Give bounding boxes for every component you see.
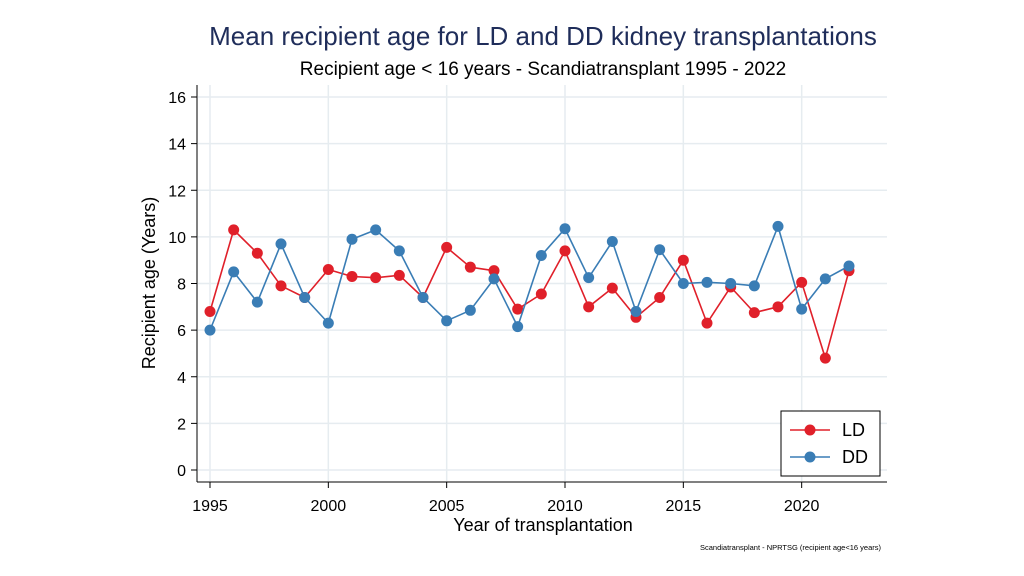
point-dd-2005 (441, 315, 453, 327)
point-dd-2002 (370, 224, 382, 236)
point-dd-2007 (488, 273, 500, 285)
y-tick-label: 0 (177, 463, 186, 480)
point-ld-1997 (251, 247, 263, 259)
point-dd-2014 (654, 244, 666, 256)
point-dd-2001 (346, 233, 358, 245)
point-ld-2010 (559, 245, 571, 257)
point-dd-1997 (251, 296, 263, 308)
point-dd-2008 (512, 321, 524, 333)
point-ld-2002 (370, 272, 382, 284)
chart-title: Mean recipient age for LD and DD kidney … (209, 21, 877, 51)
point-dd-1999 (299, 291, 311, 303)
point-ld-2001 (346, 271, 358, 283)
point-dd-2004 (417, 291, 429, 303)
point-dd-2006 (464, 304, 476, 316)
point-dd-2003 (393, 245, 405, 257)
point-dd-2011 (583, 272, 595, 284)
point-dd-2020 (796, 303, 808, 315)
point-dd-2010 (559, 223, 571, 235)
y-tick-label: 4 (177, 370, 186, 387)
y-tick-label: 2 (177, 416, 186, 433)
point-ld-2021 (819, 352, 831, 364)
x-tick-label: 2005 (429, 498, 465, 515)
legend: LD DD (780, 410, 881, 477)
point-ld-1995 (204, 305, 216, 317)
point-ld-2018 (748, 307, 760, 319)
point-ld-2000 (322, 264, 334, 276)
point-ld-2020 (796, 276, 808, 288)
legend-box (780, 410, 881, 477)
legend-marker-ld (804, 424, 816, 436)
y-tick-label: 8 (177, 277, 186, 294)
point-dd-2019 (772, 220, 784, 232)
point-dd-2021 (819, 273, 831, 285)
x-tick-label: 2010 (547, 498, 583, 515)
x-tick-label: 2020 (784, 498, 820, 515)
point-ld-2003 (393, 269, 405, 281)
legend-marker-dd (804, 451, 816, 463)
point-dd-1995 (204, 324, 216, 336)
point-dd-2012 (606, 236, 618, 248)
y-tick-label: 14 (168, 137, 186, 154)
point-ld-2019 (772, 301, 784, 313)
x-axis-label: Year of transplantation (453, 515, 632, 535)
point-ld-2014 (654, 291, 666, 303)
point-ld-1996 (228, 224, 240, 236)
point-ld-2015 (677, 254, 689, 266)
y-tick-label: 6 (177, 323, 186, 340)
point-ld-2006 (464, 261, 476, 273)
chart-subtitle: Recipient age < 16 years - Scandiatransp… (300, 59, 786, 80)
point-dd-2000 (322, 317, 334, 329)
point-dd-2013 (630, 305, 642, 317)
series-layer (204, 220, 855, 364)
point-ld-2016 (701, 317, 713, 329)
series-line-dd (209, 225, 850, 331)
point-dd-2015 (677, 278, 689, 289)
point-dd-2016 (701, 276, 713, 288)
axes: 0 2 4 6 8 10 12 14 16 1995 2000 2005 2010 2015 2020 (168, 85, 887, 515)
x-tick-label: 2000 (311, 498, 347, 515)
x-tick-label: 2015 (666, 498, 702, 515)
point-ld-2011 (583, 301, 595, 313)
point-dd-2009 (535, 250, 547, 262)
x-tick-label: 1995 (192, 498, 228, 515)
point-dd-1996 (228, 266, 240, 278)
y-tick-label: 12 (168, 183, 186, 200)
source-note: Scandiatransplant - NPRTSG (recipient ag… (700, 543, 881, 552)
point-ld-2009 (535, 288, 547, 300)
point-dd-2022 (843, 260, 855, 272)
point-ld-2008 (512, 303, 524, 315)
point-ld-2012 (606, 282, 618, 294)
point-ld-2007 (488, 265, 500, 277)
y-axis-label: Recipient age (Years) (139, 197, 159, 369)
point-dd-2017 (725, 278, 737, 289)
y-tick-label: 16 (168, 90, 186, 107)
point-dd-2018 (748, 280, 760, 292)
point-dd-1998 (275, 238, 287, 250)
legend-label-ld: LD (842, 420, 865, 440)
series-line-ld (209, 229, 850, 359)
legend-label-dd: DD (842, 447, 868, 467)
point-ld-1998 (275, 280, 287, 292)
y-tick-label: 10 (168, 230, 186, 247)
point-ld-2005 (441, 241, 453, 253)
